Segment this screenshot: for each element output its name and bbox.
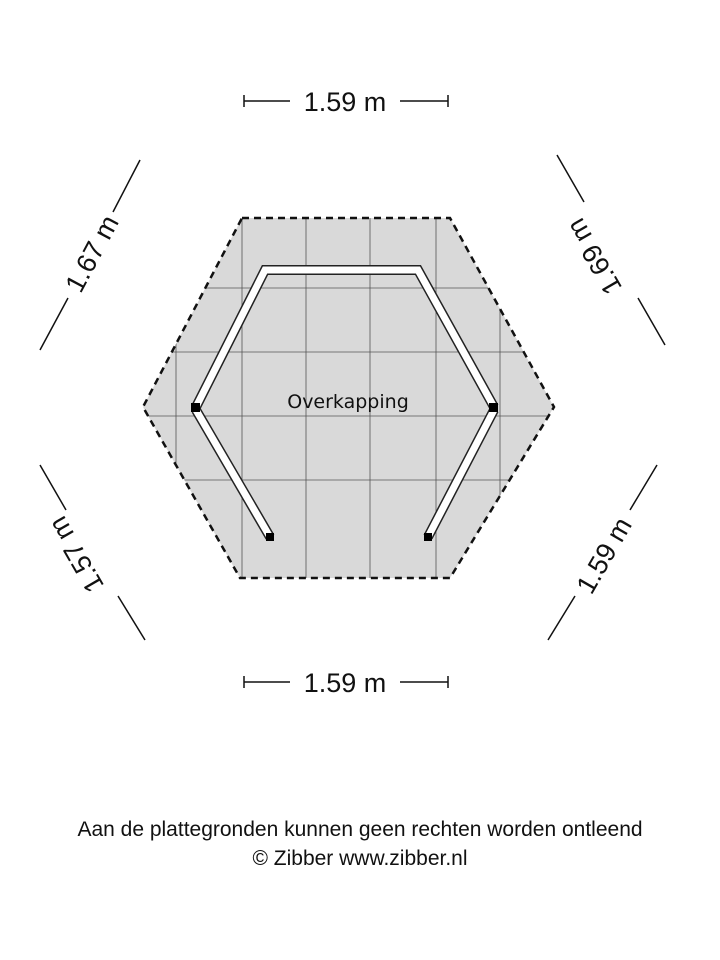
post	[191, 403, 200, 412]
disclaimer-text: Aan de plattegronden kunnen geen rechten…	[77, 818, 643, 841]
overkapping-outline	[141, 216, 556, 580]
dimension-bottom-left: 1.57 m	[43, 511, 110, 597]
dimension-top: 1.59 m	[304, 87, 387, 117]
post	[266, 533, 274, 541]
walls	[191, 265, 499, 540]
dimension-lines	[39, 95, 666, 688]
dimension-top-left: 1.67 m	[59, 210, 124, 297]
dimension-top-right: 1.69 m	[561, 213, 628, 299]
post	[489, 403, 498, 412]
room-label: Overkapping	[287, 391, 409, 413]
dimension-bottom-right: 1.59 m	[571, 512, 638, 598]
copyright-text: © Zibber www.zibber.nl	[252, 847, 468, 870]
dimension-bottom: 1.59 m	[304, 668, 387, 698]
post	[424, 533, 432, 541]
